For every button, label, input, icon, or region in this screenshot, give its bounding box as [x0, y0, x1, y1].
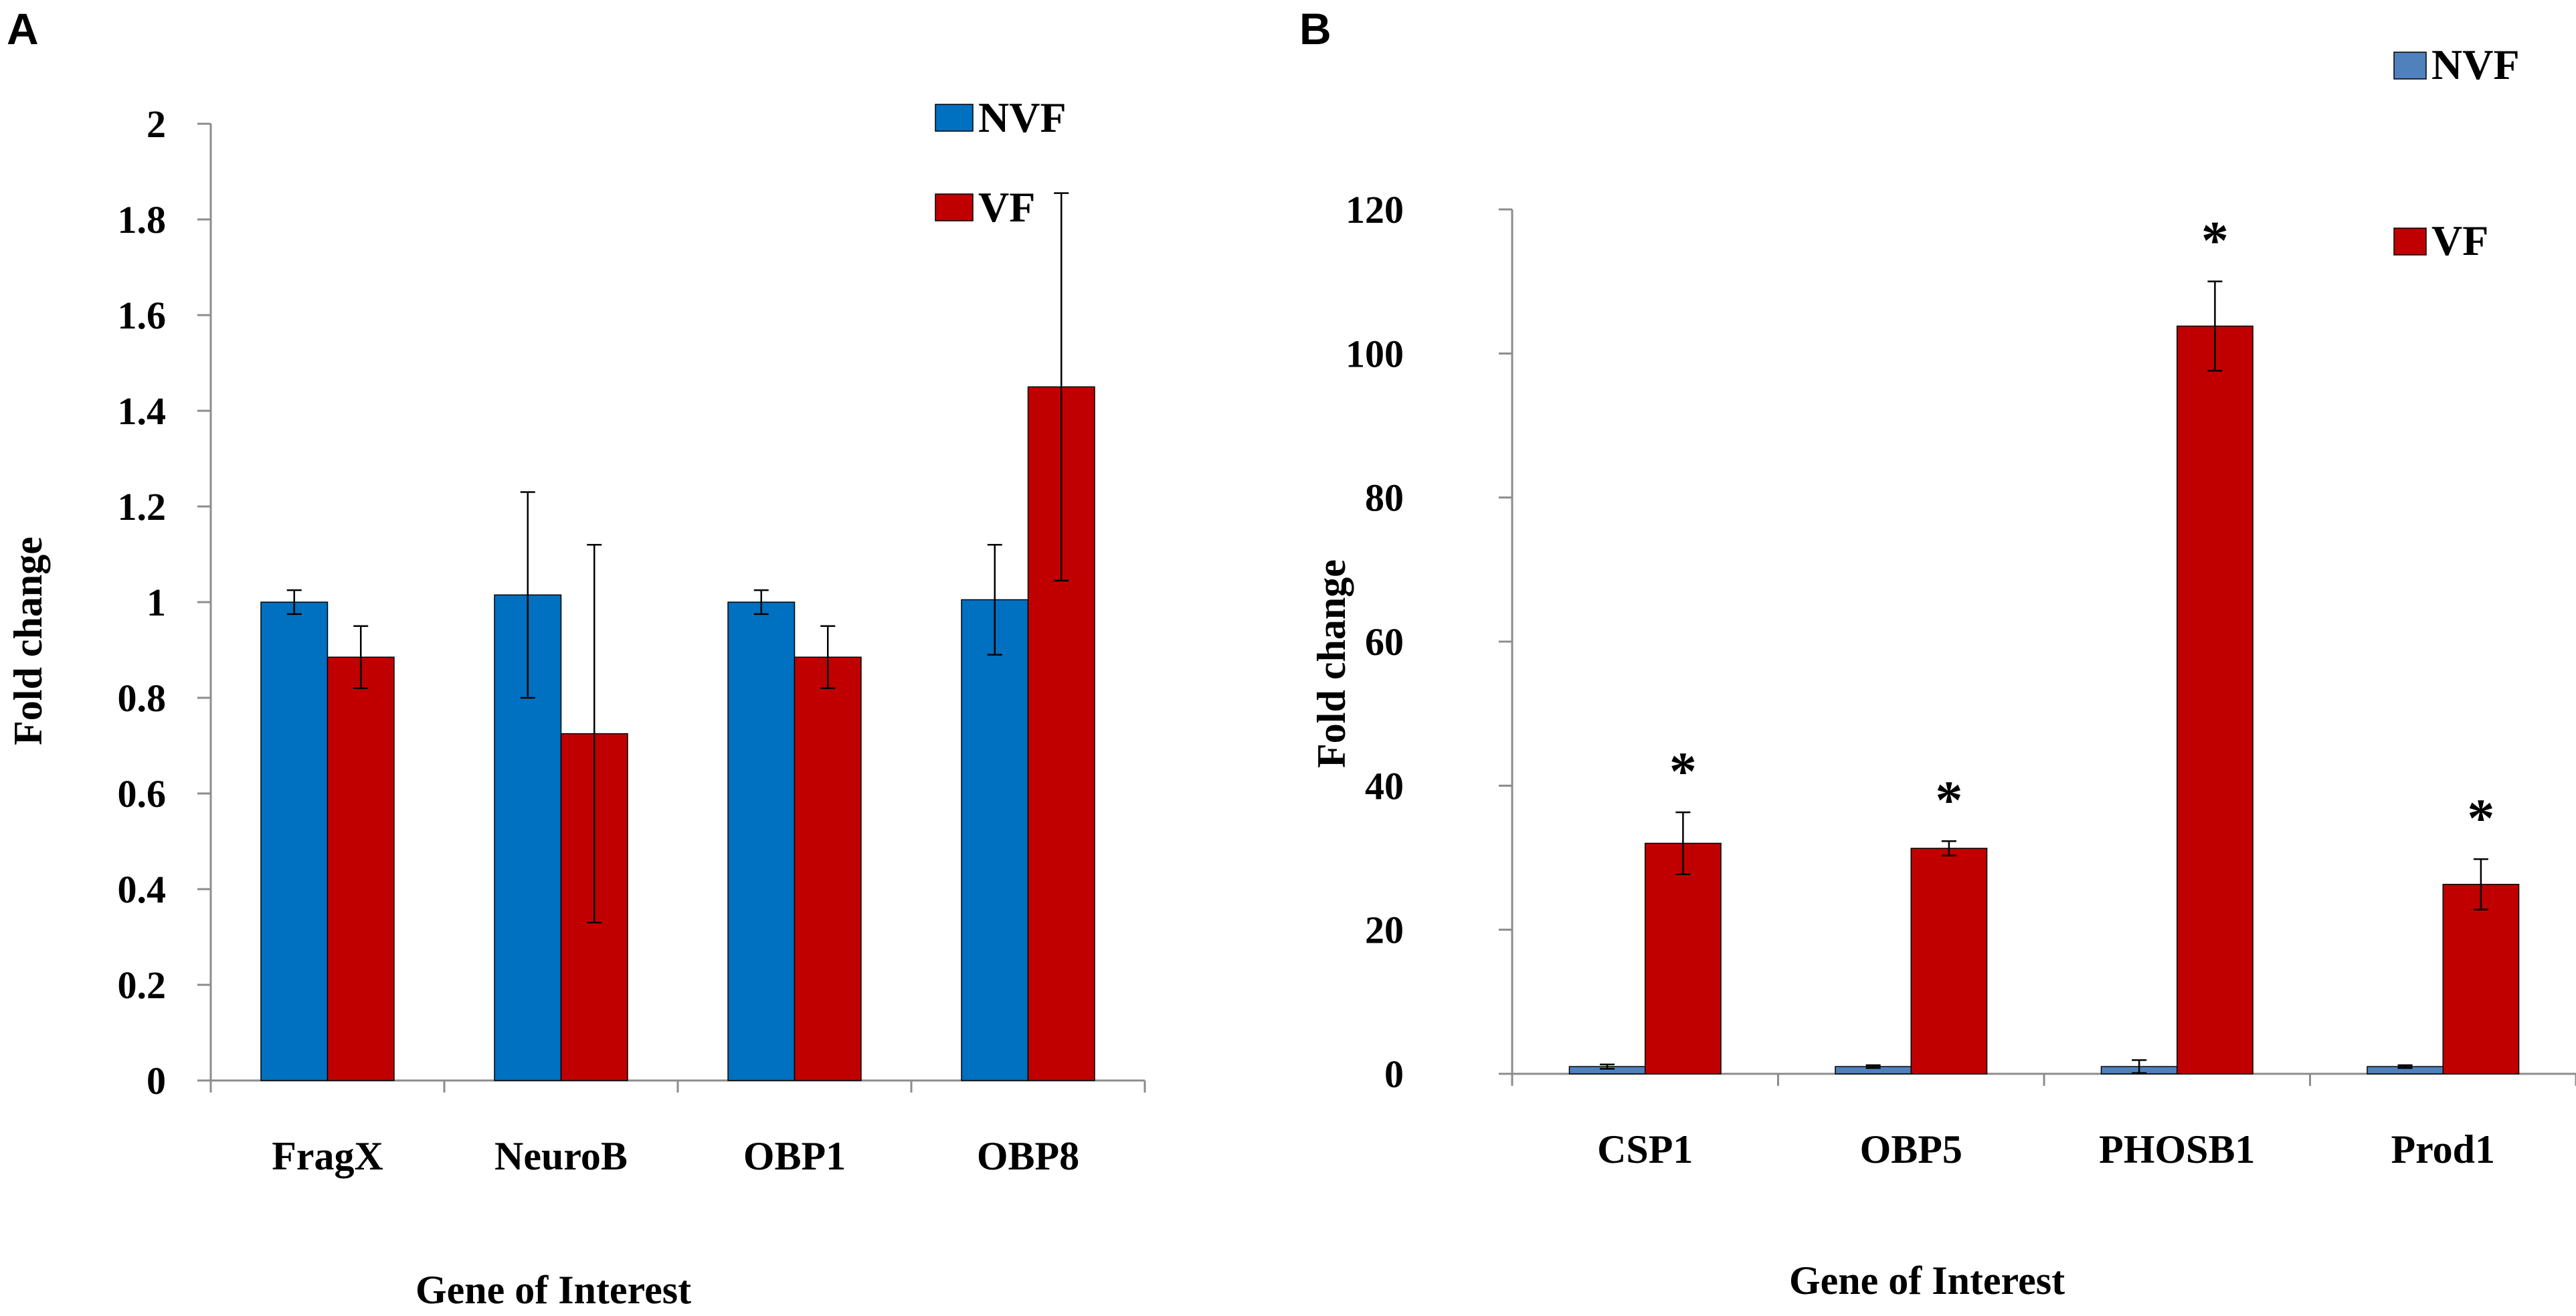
- panel-b-category-label-csp1: CSP1: [1597, 1127, 1693, 1171]
- panel-a-legend-label-nvf: NVF: [978, 94, 1067, 141]
- panel-b-bar-vf-prod1: [2442, 884, 2520, 1074]
- panel-b-legend-swatch-vf: [2393, 227, 2427, 256]
- panel-b-bar-vf-obp5: [1910, 848, 1988, 1074]
- panel-a-category-label-neurob: NeuroB: [494, 1134, 628, 1178]
- panel-b-significance-phosb1: *: [2201, 210, 2229, 271]
- panel-a-category-label-obp1: OBP1: [743, 1134, 846, 1178]
- panel-b-ylabel: Fold change: [1309, 559, 1354, 768]
- panel-a-category-label-fragx: FragX: [272, 1134, 383, 1178]
- panel-a-y-tick-label: 0.8: [118, 676, 167, 720]
- panel-a-chart: A Fold change Gene of Interest NVF VF 00…: [6, 4, 1146, 1312]
- panel-b-y-tick-label: 60: [1365, 620, 1404, 664]
- panel-a-legend-label-vf: VF: [978, 183, 1035, 231]
- panel-b-legend-label-nvf: NVF: [2431, 41, 2520, 88]
- panel-a-xlabel: Gene of Interest: [416, 1268, 691, 1312]
- panel-a-y-tick-label: 1.4: [118, 389, 167, 433]
- panel-a-y-tick-label: 1.8: [118, 198, 167, 242]
- panel-a-y-tick-label: 0.2: [118, 963, 167, 1007]
- panel-a-bar-nvf-obp1: [727, 601, 796, 1081]
- panel-a-y-tick-label: 0.6: [118, 772, 167, 816]
- panel-b-significance-prod1: *: [2467, 787, 2494, 848]
- panel-b-plot: 0 20 40 60 80 100 120 CSP1 OBP5 PHOSB1 Prod1 * * * *: [1346, 188, 2576, 1171]
- panel-b-xlabel: Gene of Interest: [1789, 1258, 2065, 1303]
- panel-b-category-label-phosb1: PHOSB1: [2099, 1127, 2255, 1171]
- panel-a-y-tick-label: 2: [147, 102, 166, 146]
- panel-b-bar-vf-phosb1: [2177, 325, 2253, 1074]
- panel-b-legend: NVF VF: [2393, 41, 2520, 264]
- panel-a-y-tick-label: 1.2: [118, 485, 167, 529]
- panel-a-legend: NVF VF: [935, 94, 1067, 231]
- panel-a-category-label-obp8: OBP8: [977, 1134, 1079, 1178]
- panel-b-y-tick-label: 80: [1365, 476, 1404, 520]
- panel-b-chart: B Fold change Gene of Interest NVF VF 0 2…: [1299, 4, 2576, 1303]
- panel-a-plot: 0 0.2 0.4 0.6 0.8 1 1.2 1.4 1.6 1.8 2 FragX NeuroB OB…: [118, 102, 1146, 1178]
- panel-b-category-label-prod1: Prod1: [2391, 1127, 2495, 1171]
- panel-b-significance-csp1: *: [1669, 741, 1697, 802]
- panel-b-category-label-obp5: OBP5: [1860, 1127, 1962, 1171]
- panel-b-y-tick-label: 100: [1346, 332, 1404, 375]
- panel-b-legend-label-vf: VF: [2431, 217, 2488, 264]
- panel-b-y-tick-label: 0: [1384, 1052, 1404, 1096]
- panel-a-y-tick-label: 0.4: [118, 868, 167, 911]
- panel-a-bar-vf-obp1: [794, 656, 862, 1081]
- panel-a-y-tick-label: 0: [147, 1059, 166, 1103]
- panel-b-legend-swatch-nvf: [2393, 52, 2427, 80]
- panel-a-legend-swatch-nvf: [935, 104, 974, 132]
- panel-a-legend-swatch-vf: [935, 193, 974, 221]
- panel-b-y-tick-label: 40: [1365, 764, 1404, 808]
- panel-b-y-tick-label: 120: [1346, 188, 1404, 231]
- panel-b-significance-obp5: *: [1935, 769, 1962, 830]
- panel-b-bar-vf-csp1: [1645, 842, 1722, 1074]
- panel-a-letter: A: [7, 4, 39, 54]
- panel-a-bar-nvf-obp8: [961, 599, 1029, 1081]
- panel-a-ylabel: Fold change: [6, 537, 50, 745]
- panel-b-letter: B: [1299, 4, 1331, 54]
- panel-b-y-tick-label: 20: [1365, 909, 1404, 952]
- panel-a-bar-nvf-fragx: [260, 601, 329, 1081]
- panel-a-bar-vf-fragx: [327, 656, 395, 1081]
- panel-a-y-tick-label: 1: [147, 581, 166, 624]
- panel-a-y-tick-label: 1.6: [118, 294, 167, 337]
